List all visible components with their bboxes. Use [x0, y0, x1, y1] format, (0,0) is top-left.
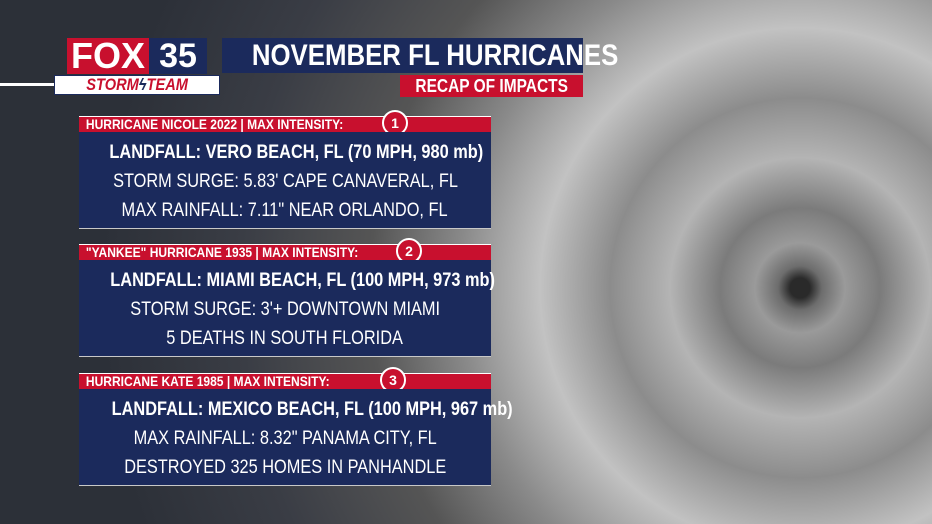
card-heading-bar: "YANKEE" HURRICANE 1935 | MAX INTENSITY: [79, 244, 491, 260]
card-line: 5 DEATHS IN SOUTH FLORIDA [79, 324, 491, 353]
card-body: LANDFALL: VERO BEACH, FL (70 MPH, 980 mb… [79, 132, 491, 229]
landfall-text: LANDFALL: MIAMI BEACH, FL (100 MPH, 973 … [110, 270, 495, 291]
card-heading-bar: HURRICANE NICOLE 2022 | MAX INTENSITY: [79, 116, 491, 132]
category-badge: 1 [382, 110, 408, 136]
card-heading: HURRICANE KATE 1985 | MAX INTENSITY: [85, 373, 330, 389]
card-line: LANDFALL: MEXICO BEACH, FL (100 MPH, 967… [79, 395, 513, 424]
logo-station: 35 [149, 38, 207, 74]
subtitle-box: RECAP OF IMPACTS [400, 75, 583, 97]
landfall-text: LANDFALL: MEXICO BEACH, FL (100 MPH, 967… [111, 399, 513, 420]
landfall-text: LANDFALL: VERO BEACH, FL (70 MPH, 980 mb… [109, 142, 484, 163]
detail-text: DESTROYED 325 HOMES IN PANHANDLE [123, 457, 447, 478]
card-line: STORM SURGE: 3'+ DOWNTOWN MIAMI [79, 295, 491, 324]
detail-text: 5 DEATHS IN SOUTH FLORIDA [166, 328, 404, 349]
logo-team-right: TEAM [146, 75, 188, 94]
title-box: NOVEMBER FL HURRICANES [222, 38, 618, 73]
card-body: LANDFALL: MEXICO BEACH, FL (100 MPH, 967… [79, 389, 513, 486]
card-line: MAX RAINFALL: 8.32" PANAMA CITY, FL [79, 424, 491, 453]
logo-team-left: STORM [86, 75, 139, 94]
detail-text: MAX RAINFALL: 8.32" PANAMA CITY, FL [133, 428, 437, 449]
accent-line [0, 83, 56, 86]
detail-text: MAX RAINFALL: 7.11" NEAR ORLANDO, FL [121, 200, 449, 221]
card-line: LANDFALL: VERO BEACH, FL (70 MPH, 980 mb… [79, 138, 491, 167]
card-line: DESTROYED 325 HOMES IN PANHANDLE [79, 453, 491, 482]
card-heading: "YANKEE" HURRICANE 1935 | MAX INTENSITY: [85, 244, 359, 260]
card-body: LANDFALL: MIAMI BEACH, FL (100 MPH, 973 … [79, 260, 495, 357]
detail-text: STORM SURGE: 3'+ DOWNTOWN MIAMI [130, 299, 440, 320]
logo-top: FOX 35 [67, 38, 207, 74]
card-heading-bar: HURRICANE KATE 1985 | MAX INTENSITY: [79, 373, 491, 389]
card-heading: HURRICANE NICOLE 2022 | MAX INTENSITY: [85, 116, 344, 132]
title: NOVEMBER FL HURRICANES [251, 39, 619, 72]
subtitle: RECAP OF IMPACTS [415, 76, 568, 96]
detail-text: STORM SURGE: 5.83' CAPE CANAVERAL, FL [112, 171, 458, 192]
card-line: STORM SURGE: 5.83' CAPE CANAVERAL, FL [79, 167, 491, 196]
card-line: LANDFALL: MIAMI BEACH, FL (100 MPH, 973 … [79, 266, 495, 295]
logo-team: STORMϟTEAM [54, 75, 220, 95]
logo-brand: FOX [67, 38, 149, 74]
card-line: MAX RAINFALL: 7.11" NEAR ORLANDO, FL [79, 196, 491, 225]
